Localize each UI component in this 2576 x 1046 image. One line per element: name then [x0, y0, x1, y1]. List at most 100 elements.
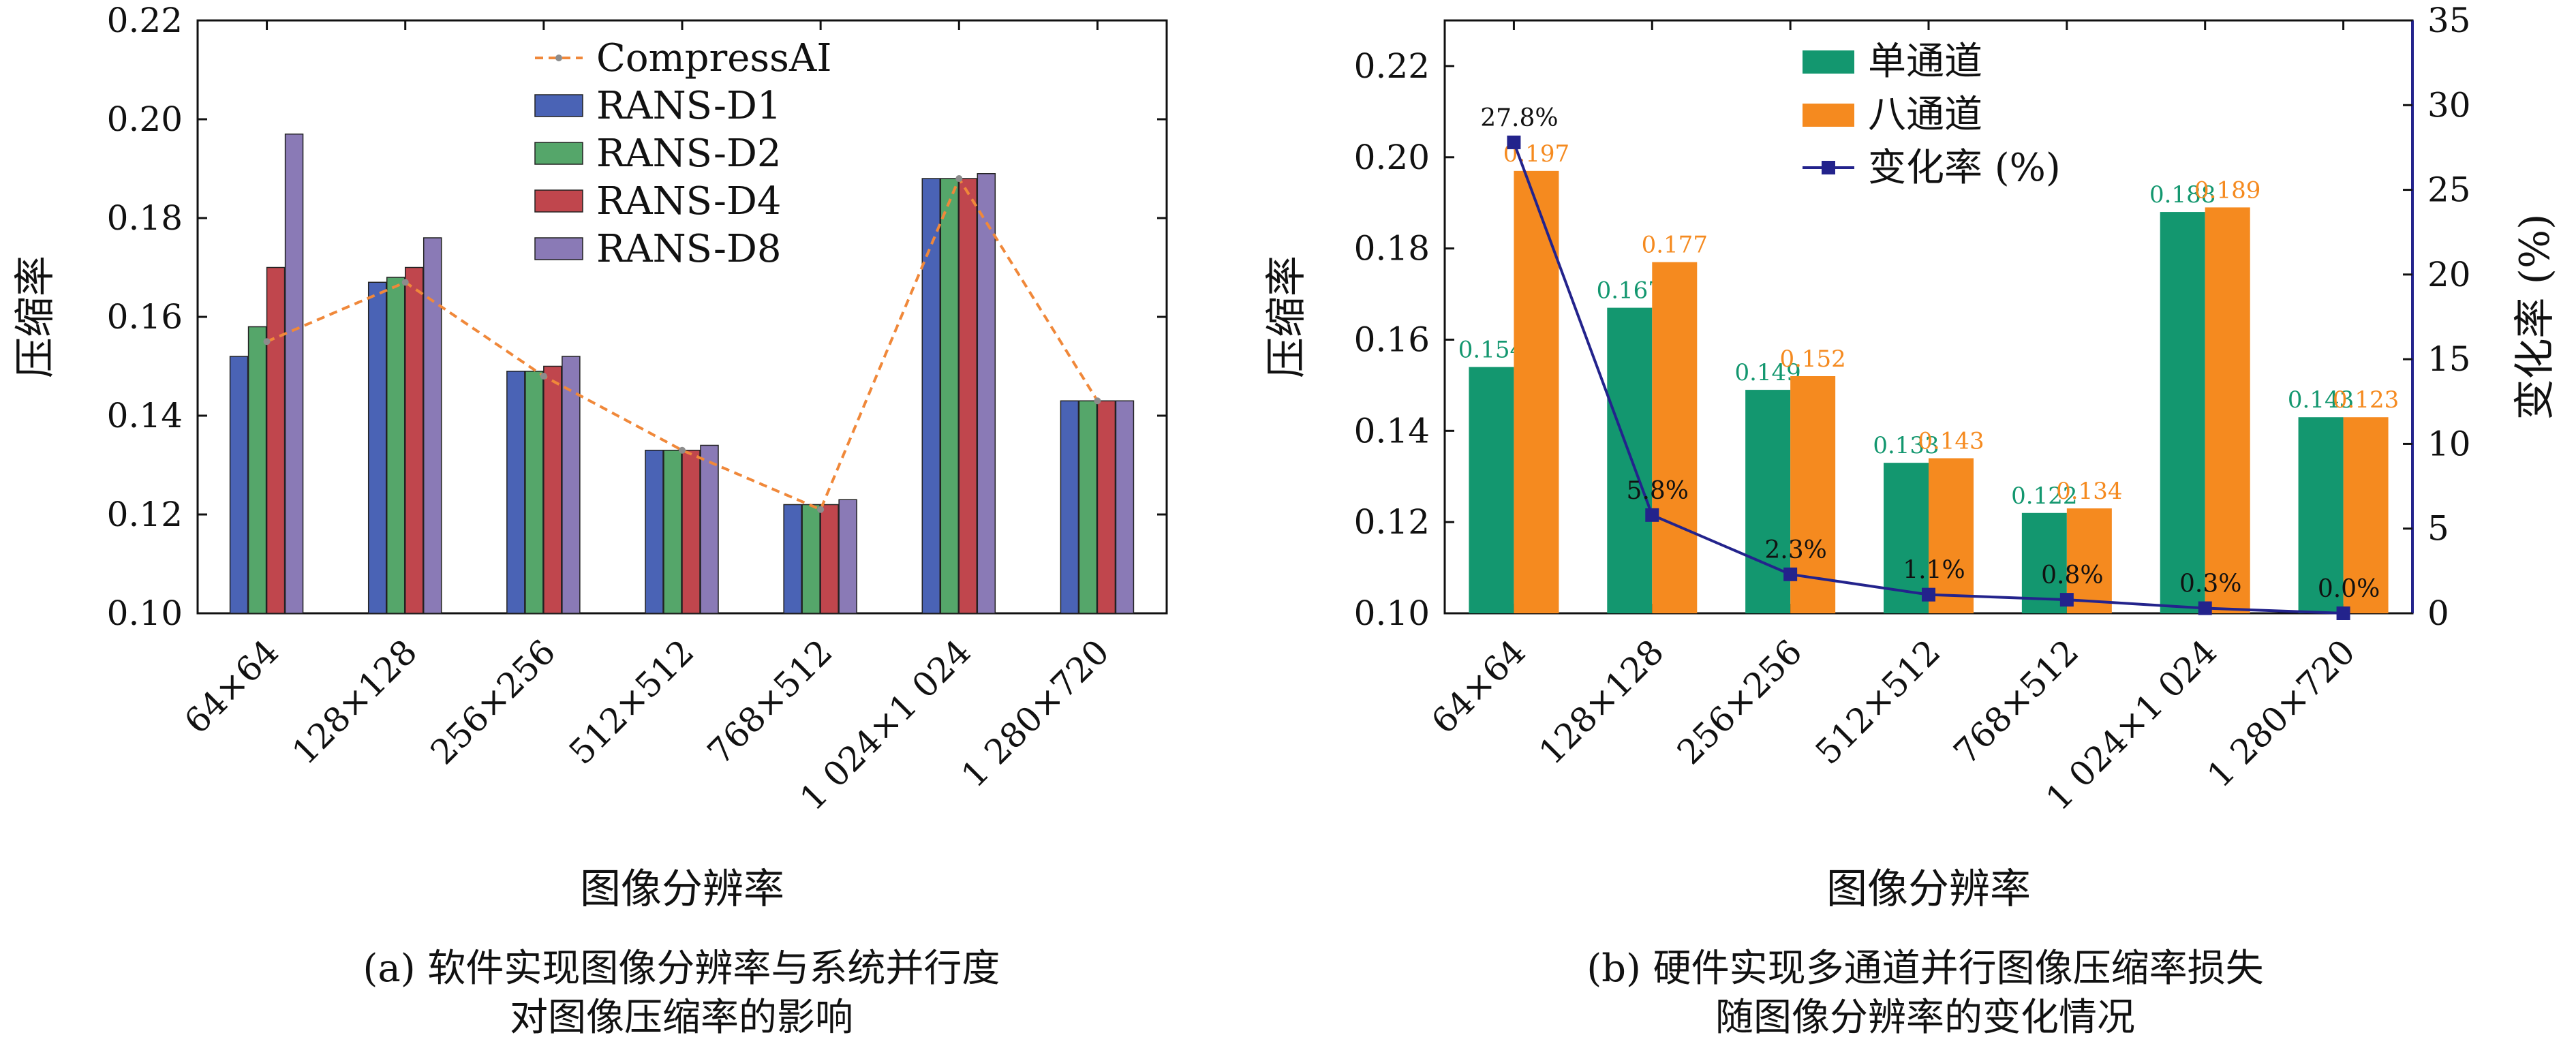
- legend-label-single-channel: 单通道: [1868, 40, 1982, 84]
- bar-rans-d1: [1060, 400, 1079, 614]
- bar-eight-channel: [1929, 458, 1974, 613]
- bar-rans-d1: [367, 281, 387, 614]
- change-rate-point: [1783, 567, 1798, 581]
- y2-tick-label: 35: [2427, 1, 2471, 40]
- y-tick-label: 0.12: [1354, 502, 1430, 542]
- change-rate-point: [2336, 606, 2350, 620]
- change-rate-label: 0.3%: [2179, 570, 2241, 598]
- bar-rans-d1: [506, 371, 525, 614]
- y2-tick-label: 30: [2427, 85, 2471, 125]
- change-rate-point: [1922, 587, 1935, 602]
- y-tick-label: 0.16: [107, 297, 183, 337]
- compressai-point: [955, 175, 963, 182]
- bar-value-label-single: 0.143: [2288, 386, 2354, 414]
- bar-eight-channel: [2343, 417, 2389, 613]
- y-tick-label: 0.18: [1354, 229, 1430, 268]
- y2-tick-label: 0: [2427, 594, 2449, 633]
- bar-rans-d4: [404, 266, 424, 614]
- bar-eight-channel: [2205, 207, 2250, 613]
- compressai-point: [401, 279, 409, 286]
- x-tick-label: 1 280×720: [2200, 632, 2363, 795]
- bar-value-label-eight: 0.189: [2194, 176, 2260, 204]
- y-tick-label: 0.10: [107, 594, 183, 633]
- x-tick-label: 64×64: [1424, 632, 1533, 741]
- y2-tick-label: 25: [2427, 170, 2471, 210]
- x-tick-label: 128×128: [1531, 632, 1672, 772]
- legend-label-change-rate: 变化率 (%): [1868, 146, 2061, 190]
- bar-eight-channel: [1790, 376, 1836, 613]
- y-axis-title-a: 压缩率: [12, 256, 59, 378]
- legend-label-rans-d8: RANS-D8: [596, 227, 781, 271]
- legend-swatch-rans-d1: [534, 94, 583, 117]
- y-tick-label: 0.16: [1354, 320, 1430, 359]
- bar-rans-d8: [284, 134, 304, 614]
- legend-swatch-eight-channel: [1803, 104, 1854, 127]
- caption-b-line-1: (b) 硬件实现多通道并行图像压缩率损失: [1586, 947, 2263, 991]
- caption-a-line-2: 对图像压缩率的影响: [510, 996, 853, 1040]
- legend-marker-change-rate: [1822, 161, 1835, 174]
- bar-single-channel: [1745, 390, 1791, 613]
- bar-rans-d1: [229, 356, 249, 614]
- y-tick-label: 0.18: [107, 198, 183, 238]
- y2-tick-label: 5: [2427, 509, 2449, 549]
- legend-label-compressai: CompressAI: [596, 36, 831, 80]
- legend-label-rans-d4: RANS-D4: [596, 179, 781, 224]
- bar-rans-d4: [958, 178, 978, 614]
- y2-axis-title-b: 变化率 (%): [2511, 214, 2559, 420]
- legend-label-rans-d2: RANS-D2: [596, 132, 781, 176]
- bar-rans-d2: [386, 277, 405, 614]
- change-rate-label: 1.1%: [1903, 557, 1965, 585]
- bar-value-label-single: 0.122: [2011, 482, 2077, 510]
- y-tick-label: 0.10: [1354, 594, 1430, 633]
- bar-single-channel: [2298, 417, 2344, 613]
- x-tick-label: 512×512: [562, 632, 702, 772]
- legend-swatch-rans-d4: [534, 189, 583, 213]
- x-axis-title-a: 图像分辨率: [580, 865, 784, 913]
- bar-rans-d2: [247, 326, 267, 614]
- y2-tick-label: 10: [2427, 424, 2471, 463]
- bar-rans-d2: [940, 178, 960, 614]
- x-tick-label: 512×512: [1808, 632, 1948, 772]
- y-tick-label: 0.14: [107, 396, 183, 435]
- legend-swatch-single-channel: [1803, 50, 1854, 74]
- legend-swatch-rans-d2: [534, 142, 583, 165]
- compressai-point: [263, 338, 271, 345]
- bar-value-label-eight: 0.152: [1779, 345, 1845, 373]
- bar-single-channel: [1607, 307, 1653, 613]
- y2-tick-label: 20: [2427, 255, 2471, 294]
- compressai-point: [679, 446, 686, 454]
- legend-label-eight-channel: 八通道: [1868, 93, 1982, 137]
- bar-rans-d8: [423, 237, 442, 614]
- legend-label-rans-d1: RANS-D1: [596, 84, 781, 128]
- y2-tick-label: 15: [2427, 339, 2471, 379]
- y-tick-label: 0.22: [1354, 46, 1430, 86]
- bar-rans-d1: [921, 178, 941, 614]
- legend-swatch-rans-d8: [534, 237, 583, 260]
- bar-rans-d4: [266, 266, 286, 614]
- y-tick-label: 0.12: [107, 495, 183, 534]
- x-tick-label: 768×512: [1946, 632, 2087, 772]
- bar-eight-channel: [2066, 508, 2112, 613]
- bar-single-channel: [2021, 512, 2067, 613]
- bar-value-label-eight: 0.177: [1642, 232, 1708, 259]
- bar-rans-d2: [663, 450, 682, 614]
- bar-value-label-eight: 0.143: [1918, 427, 1984, 455]
- bar-eight-channel: [1514, 170, 1559, 613]
- bar-value-label-single: 0.154: [1458, 337, 1524, 364]
- bar-rans-d4: [543, 365, 562, 614]
- bar-value-label-single: 0.133: [1873, 432, 1939, 459]
- change-rate-point: [2198, 601, 2212, 615]
- x-axis-title-b: 图像分辨率: [1826, 865, 2031, 913]
- bar-value-label-single: 0.149: [1734, 359, 1800, 386]
- change-rate-label: 5.8%: [1627, 477, 1689, 505]
- caption-b-line-2: 随图像分辨率的变化情况: [1715, 996, 2135, 1040]
- bar-value-label-eight: 0.134: [2056, 478, 2122, 505]
- y-axis-title-b: 压缩率: [1263, 256, 1310, 378]
- change-rate-point: [1645, 508, 1659, 522]
- bar-rans-d1: [645, 450, 664, 614]
- x-tick-label: 256×256: [423, 632, 564, 772]
- bar-rans-d8: [838, 499, 857, 614]
- bar-rans-d1: [783, 504, 802, 614]
- y-tick-label: 0.20: [1354, 138, 1430, 177]
- bar-value-label-single: 0.188: [2149, 181, 2215, 209]
